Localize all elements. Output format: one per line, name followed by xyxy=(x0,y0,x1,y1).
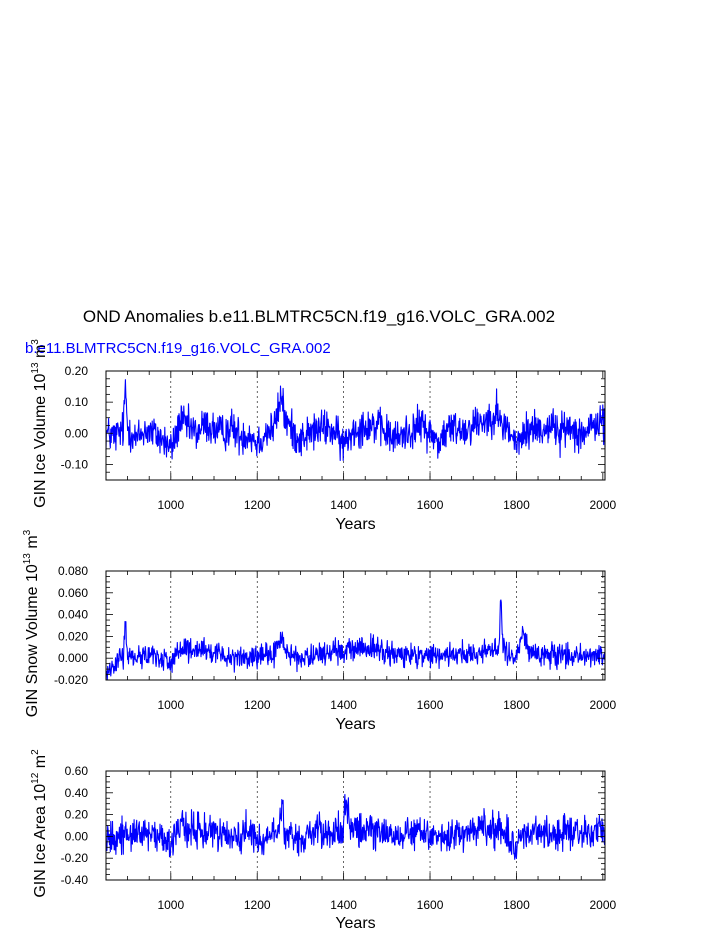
x-tick-label: 1200 xyxy=(244,898,271,912)
x-tick-label: 1000 xyxy=(157,898,184,912)
y-tick-label: -0.20 xyxy=(61,851,89,865)
x-tick-label: 1000 xyxy=(157,698,184,712)
chart-panel-3: 1000 1200 1400 1600 1800 2000 -0.40 -0.20 0.00 0.… xyxy=(30,749,617,932)
y-tick-label: 0.20 xyxy=(65,364,89,378)
y-axis-label: GIN Snow Volume 1013 m3 xyxy=(22,529,41,717)
y-axis-label: GIN Ice Area 1012 m2 xyxy=(30,749,49,898)
y-tick-label: 0.10 xyxy=(65,395,89,409)
series-line xyxy=(105,599,606,681)
y-tick-label: -0.10 xyxy=(61,457,89,471)
y-tick-label: 0.040 xyxy=(58,608,88,622)
y-tick-label: 0.60 xyxy=(65,764,89,778)
y-tick-label: 0.000 xyxy=(58,651,88,665)
x-axis-label: Years xyxy=(335,915,375,932)
x-tick-label: 1200 xyxy=(244,698,271,712)
figure-title: OND Anomalies b.e11.BLMTRC5CN.f19_g16.VO… xyxy=(83,307,555,326)
y-tick-label: -0.020 xyxy=(54,673,88,687)
x-tick-label: 2000 xyxy=(589,498,616,512)
y-tick-label: -0.40 xyxy=(61,873,89,887)
y-tick-label: 0.40 xyxy=(65,786,89,800)
x-axis-label: Years xyxy=(335,516,375,533)
x-tick-label: 1200 xyxy=(244,498,271,512)
y-tick-label: 0.00 xyxy=(65,426,89,440)
x-tick-label: 1000 xyxy=(157,498,184,512)
plot-frame xyxy=(105,570,606,681)
y-tick-label: 0.00 xyxy=(65,829,89,843)
y-tick-label: 0.020 xyxy=(58,629,88,643)
x-tick-label: 1400 xyxy=(330,698,357,712)
x-tick-label: 2000 xyxy=(589,898,616,912)
x-tick-label: 1600 xyxy=(417,498,444,512)
chart-panel-2: 1000 1200 1400 1600 1800 2000 -0.020 0.000 0.020… xyxy=(22,529,617,733)
y-tick-label: 0.20 xyxy=(65,808,89,822)
y-tick-label: 0.080 xyxy=(58,564,88,578)
x-tick-label: 1400 xyxy=(330,898,357,912)
x-tick-label: 1800 xyxy=(503,898,530,912)
x-tick-label: 2000 xyxy=(589,698,616,712)
x-tick-label: 1600 xyxy=(417,698,444,712)
x-tick-label: 1400 xyxy=(330,498,357,512)
x-tick-label: 1800 xyxy=(503,498,530,512)
series-line xyxy=(105,793,606,860)
figure-subtitle: b.e11.BLMTRC5CN.f19_g16.VOLC_GRA.002 xyxy=(25,340,331,357)
series-line xyxy=(105,379,606,462)
x-tick-label: 1800 xyxy=(503,698,530,712)
x-axis-label: Years xyxy=(335,716,375,733)
chart-panels: 1000 1200 1400 1600 1800 2000 -0.10 0.00 0.10 0.2… xyxy=(22,339,617,932)
chart-panel-1: 1000 1200 1400 1600 1800 2000 -0.10 0.00 0.10 0.2… xyxy=(30,339,617,533)
y-axis-label: GIN Ice Volume 1013 m3 xyxy=(30,339,49,508)
y-tick-label: 0.060 xyxy=(58,586,88,600)
x-tick-label: 1600 xyxy=(417,898,444,912)
